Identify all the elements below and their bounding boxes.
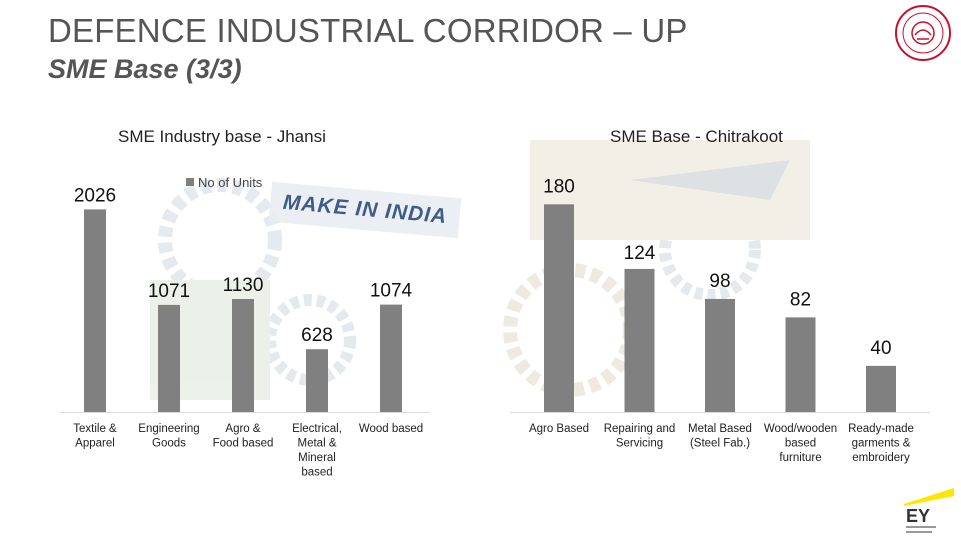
bar — [84, 209, 106, 412]
data-label: 1130 — [223, 275, 264, 296]
category-label: Metal Based (Steel Fab.) — [688, 423, 752, 450]
category-label: Agro & Food based — [213, 423, 274, 450]
data-label: 40 — [870, 338, 891, 359]
jhansi-legend: No of Units — [186, 175, 262, 190]
data-label: 98 — [709, 271, 730, 292]
category-label: Electrical, Metal & Mineral based — [292, 423, 342, 479]
bar — [306, 349, 328, 412]
bar — [158, 304, 180, 412]
bar — [624, 268, 655, 412]
page-subtitle: SME Base (3/3) — [48, 54, 242, 84]
jhansi-chart-title: SME Industry base - Jhansi — [118, 127, 326, 146]
category-label: Wood based — [359, 423, 423, 435]
legend-swatch — [186, 178, 194, 186]
bar — [785, 317, 816, 412]
data-label: 1071 — [148, 281, 190, 302]
data-label: 124 — [624, 243, 656, 264]
ey-logo-icon: EY — [904, 488, 954, 533]
category-label: Wood/wooden based furniture — [764, 423, 837, 464]
category-label: Agro Based — [529, 423, 589, 435]
bar — [380, 304, 402, 412]
category-label: Engineering Goods — [138, 423, 199, 450]
ey-logo-text: EY — [906, 506, 930, 526]
bar — [232, 299, 254, 412]
bar — [705, 298, 735, 412]
up-government-seal-icon — [895, 5, 951, 61]
data-label: 1074 — [370, 281, 413, 302]
data-label: 2026 — [74, 185, 116, 206]
page-title: DEFENCE INDUSTRIAL CORRIDOR – UP — [48, 12, 688, 49]
category-label: Repairing and Servicing — [604, 423, 676, 450]
data-label: 82 — [790, 289, 811, 310]
bar — [866, 365, 896, 412]
legend-label: No of Units — [198, 175, 263, 190]
chitrakoot-chart-title: SME Base - Chitrakoot — [610, 127, 783, 146]
data-label: 180 — [543, 176, 575, 197]
category-label: Textile & Apparel — [73, 423, 117, 450]
data-label: 628 — [301, 325, 333, 346]
bar — [544, 204, 574, 412]
category-label: Ready-made garments & embroidery — [848, 423, 914, 464]
